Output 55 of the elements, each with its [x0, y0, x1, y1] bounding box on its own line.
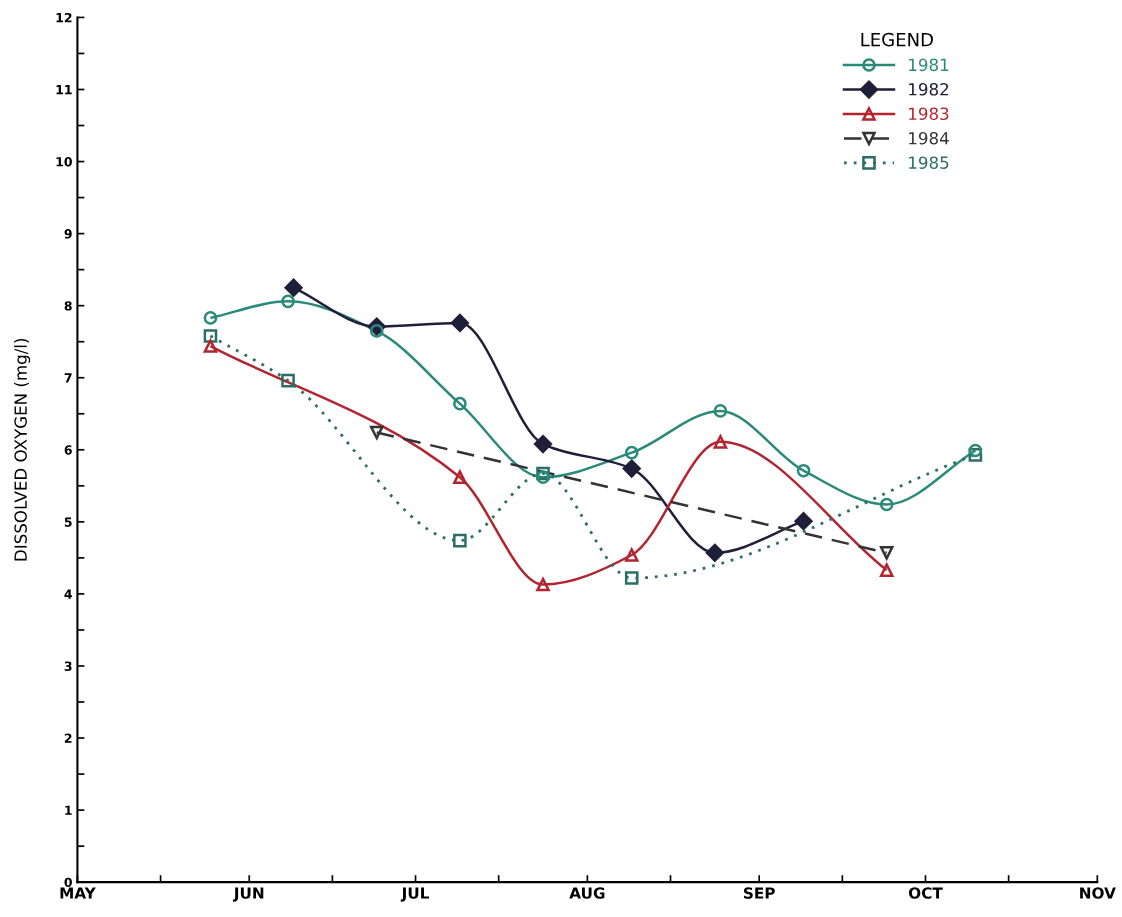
- y-tick-label: 1: [65, 805, 72, 815]
- point: [284, 278, 303, 297]
- y-tick-label: 0: [64, 877, 72, 888]
- point: [879, 497, 894, 512]
- y-axis-title: DISSOLVED OXYGEN (mg/l): [14, 338, 31, 561]
- point: [203, 311, 218, 325]
- y-tick-label: 12: [56, 12, 72, 23]
- point: [705, 543, 724, 562]
- point: [536, 470, 550, 484]
- point: [369, 324, 384, 338]
- point: [281, 294, 295, 309]
- y-tick-label: 9: [64, 229, 72, 239]
- x-tick-label: SEP: [743, 887, 775, 899]
- point: [624, 548, 639, 562]
- x-tick-label: NOV: [1080, 887, 1116, 899]
- point: [533, 434, 553, 454]
- point: [622, 459, 641, 478]
- y-tick-label: 2: [64, 733, 72, 743]
- point: [796, 463, 811, 478]
- y-tick-label: 5: [64, 517, 72, 527]
- point: [968, 443, 983, 458]
- point: [794, 512, 813, 531]
- y-tick-label: 8: [64, 301, 72, 311]
- y-tick-label: 11: [56, 85, 72, 95]
- y-tick-label: 6: [64, 445, 72, 455]
- y-tick-label: 4: [64, 589, 72, 599]
- legend-label: 1984: [909, 131, 949, 145]
- point: [713, 404, 728, 418]
- y-tick-label: 3: [64, 661, 72, 671]
- legend-label: 1981: [909, 58, 949, 72]
- point: [624, 571, 639, 585]
- point: [453, 396, 467, 411]
- point: [713, 435, 728, 449]
- point: [536, 577, 550, 592]
- legend-label: 1983: [909, 107, 949, 121]
- legend-label: 1985: [909, 156, 949, 169]
- legend-title: LEGEND: [861, 32, 933, 47]
- legend-label: 1982: [909, 82, 949, 96]
- x-tick-label: MAY: [60, 887, 96, 899]
- x-tick-label: JUN: [232, 887, 264, 902]
- point: [879, 546, 894, 560]
- point: [453, 470, 467, 484]
- point: [879, 563, 894, 577]
- point: [203, 339, 218, 353]
- point: [450, 313, 469, 333]
- x-tick-label: OCT: [908, 887, 943, 899]
- point: [369, 425, 384, 440]
- point: [624, 445, 639, 460]
- x-tick-label: JUL: [400, 887, 430, 902]
- y-tick-label: 7: [64, 373, 72, 383]
- point: [203, 329, 218, 343]
- x-tick-label: AUG: [569, 887, 605, 899]
- point: [281, 373, 295, 388]
- y-tick-label: 10: [56, 157, 72, 167]
- point: [453, 533, 467, 548]
